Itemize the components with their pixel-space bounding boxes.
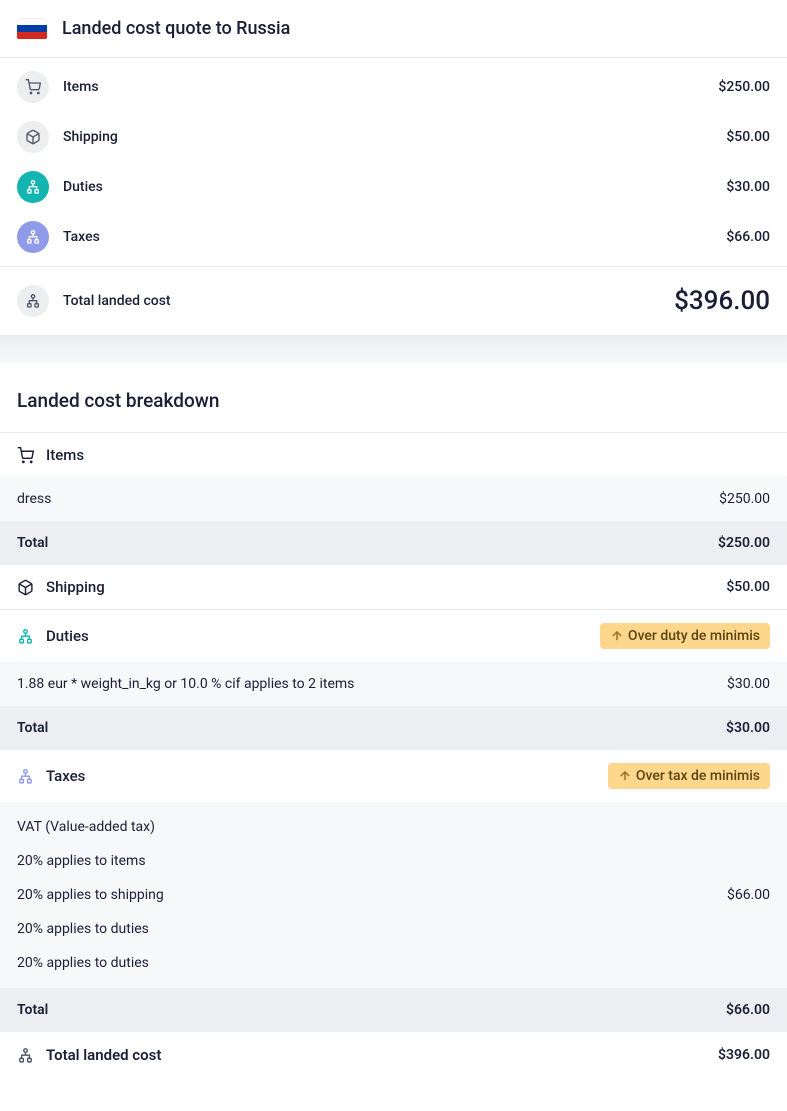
items-total-row: Total $250.00 <box>0 521 787 565</box>
package-icon <box>17 121 49 153</box>
quote-header: Landed cost quote to Russia <box>0 0 787 57</box>
summary-items-row: Items $250.00 <box>0 62 787 112</box>
duties-detail-label: 1.88 eur * weight_in_kg or 10.0 % cif ap… <box>17 676 354 692</box>
summary-taxes-label: Taxes <box>63 229 726 245</box>
tax-heading-row: VAT (Value-added tax) <box>0 810 787 844</box>
section-separator <box>0 335 787 363</box>
summary-taxes-value: $66.00 <box>726 229 770 245</box>
breakdown-shipping-label: Shipping <box>46 578 714 596</box>
hierarchy-icon <box>17 628 34 645</box>
total-landed-cost-row: Total landed cost $396.00 <box>0 266 787 335</box>
summary-duties-row: Duties $30.00 <box>0 162 787 212</box>
hierarchy-icon <box>17 171 49 203</box>
cart-icon <box>17 447 34 464</box>
tax-line-label: 20% applies to items <box>17 853 146 869</box>
breakdown-duties-label: Duties <box>46 627 588 645</box>
summary-shipping-row: Shipping $50.00 <box>0 112 787 162</box>
grand-total-row: Total landed cost $396.00 <box>0 1032 787 1078</box>
duties-detail-value: $30.00 <box>727 676 770 692</box>
tax-line-label: 20% applies to duties <box>17 955 149 971</box>
tax-details: VAT (Value-added tax) 20% applies to ite… <box>0 802 787 988</box>
cart-icon <box>17 71 49 103</box>
summary-items-value: $250.00 <box>718 79 770 95</box>
tax-heading: VAT (Value-added tax) <box>17 819 155 835</box>
page-title: Landed cost quote to Russia <box>62 18 290 39</box>
breakdown-taxes-header: Taxes Over tax de minimis <box>0 750 787 802</box>
taxes-total-row: Total $66.00 <box>0 988 787 1032</box>
hierarchy-icon <box>17 768 34 785</box>
duties-badge-text: Over duty de minimis <box>628 628 760 644</box>
breakdown-title: Landed cost breakdown <box>0 363 787 432</box>
summary-items-label: Items <box>63 79 718 95</box>
duties-total-label: Total <box>17 720 48 736</box>
items-total-value: $250.00 <box>718 535 770 551</box>
taxes-badge: Over tax de minimis <box>608 763 770 789</box>
item-name: dress <box>17 491 51 507</box>
country-flag-russia <box>17 19 47 39</box>
duties-total-row: Total $30.00 <box>0 706 787 750</box>
taxes-badge-text: Over tax de minimis <box>636 768 760 784</box>
hierarchy-icon <box>17 221 49 253</box>
summary-section: Items $250.00 Shipping $50.00 Duties $30… <box>0 58 787 266</box>
breakdown-taxes-label: Taxes <box>46 767 596 785</box>
grand-total-value: $396.00 <box>718 1047 770 1063</box>
tax-line-value: $66.00 <box>727 887 770 903</box>
summary-shipping-value: $50.00 <box>726 129 770 145</box>
breakdown-items-label: Items <box>46 446 770 464</box>
summary-shipping-label: Shipping <box>63 129 726 145</box>
item-row: dress $250.00 <box>0 477 787 521</box>
duties-total-value: $30.00 <box>726 720 770 736</box>
summary-duties-value: $30.00 <box>726 179 770 195</box>
arrow-up-icon <box>618 769 632 783</box>
taxes-total-value: $66.00 <box>726 1002 770 1018</box>
summary-duties-label: Duties <box>63 179 726 195</box>
tax-line-row: 20% applies to shipping $66.00 <box>0 878 787 912</box>
breakdown-duties-header: Duties Over duty de minimis <box>0 609 787 662</box>
tax-line-row: 20% applies to items <box>0 844 787 878</box>
total-landed-cost-label: Total landed cost <box>63 293 674 309</box>
item-value: $250.00 <box>719 491 770 507</box>
breakdown-items-header: Items <box>0 432 787 477</box>
tax-line-row: 20% applies to duties <box>0 946 787 980</box>
summary-taxes-row: Taxes $66.00 <box>0 212 787 262</box>
items-total-label: Total <box>17 535 48 551</box>
tax-line-label: 20% applies to duties <box>17 921 149 937</box>
taxes-total-label: Total <box>17 1002 48 1018</box>
duties-badge: Over duty de minimis <box>600 623 770 649</box>
arrow-up-icon <box>610 629 624 643</box>
total-landed-cost-value: $396.00 <box>674 286 770 316</box>
package-icon <box>17 579 34 596</box>
grand-total-label: Total landed cost <box>46 1046 706 1064</box>
breakdown-shipping-header: Shipping $50.00 <box>0 565 787 609</box>
hierarchy-icon <box>17 1047 34 1064</box>
tax-line-label: 20% applies to shipping <box>17 887 164 903</box>
tax-line-row: 20% applies to duties <box>0 912 787 946</box>
hierarchy-icon <box>17 285 49 317</box>
duties-detail-row: 1.88 eur * weight_in_kg or 10.0 % cif ap… <box>0 662 787 706</box>
breakdown-shipping-value: $50.00 <box>726 579 770 595</box>
